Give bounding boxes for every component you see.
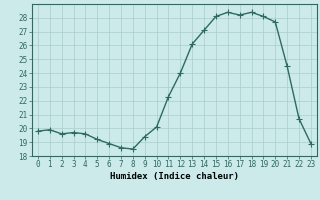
- X-axis label: Humidex (Indice chaleur): Humidex (Indice chaleur): [110, 172, 239, 181]
